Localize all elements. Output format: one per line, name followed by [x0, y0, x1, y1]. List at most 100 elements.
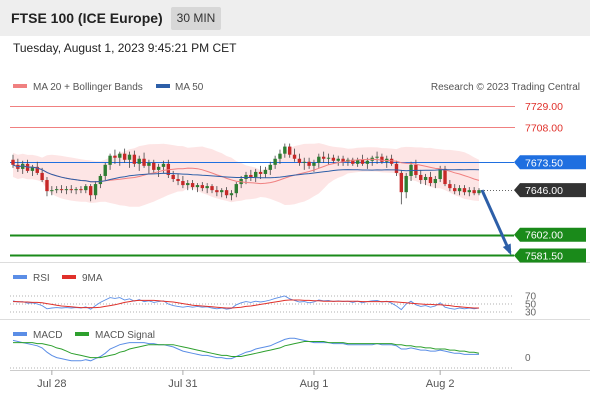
x-tick-label: Aug 2 — [426, 378, 455, 390]
level-tags: 7729.00 7708.00 7673.50 7646.00 7602.00 7581.… — [514, 101, 586, 263]
s2-tag-label: 7581.50 — [525, 250, 563, 262]
candle-body — [98, 175, 103, 185]
candle — [84, 184, 88, 194]
candle — [103, 162, 107, 181]
s1-tag-label: 7602.00 — [525, 230, 563, 242]
candle-body — [258, 171, 263, 174]
candle — [360, 154, 365, 166]
candle — [457, 185, 462, 196]
candle — [394, 160, 399, 176]
candle-body — [433, 179, 438, 184]
candle-body — [278, 153, 282, 159]
candle-body — [297, 158, 302, 163]
candle — [122, 148, 127, 163]
candle-body — [321, 156, 326, 159]
candle — [317, 153, 321, 168]
macd-signal-legend-label: MACD Signal — [95, 330, 155, 341]
ma20-legend-label: MA 20 + Bollinger Bands — [33, 82, 143, 93]
candle — [54, 186, 59, 194]
timeframe-badge[interactable]: 30 MIN — [171, 7, 221, 30]
candle-body — [50, 190, 54, 192]
s1-level-tag: 7602.00 — [514, 227, 586, 242]
candle-body — [69, 189, 73, 191]
candle — [11, 154, 15, 168]
candle-body — [341, 158, 345, 162]
ma50-swatch — [156, 84, 170, 88]
candle-body — [186, 183, 190, 186]
candle-body — [161, 163, 166, 167]
candle-body — [438, 168, 442, 180]
r1-level-label: 7708.00 — [525, 122, 563, 134]
candle — [152, 159, 156, 173]
candle-body — [190, 183, 195, 188]
candle-body — [210, 186, 214, 191]
candle — [176, 173, 180, 186]
ma20-swatch — [13, 84, 27, 88]
candle — [171, 170, 175, 183]
candle — [414, 159, 418, 178]
candle-body — [156, 166, 161, 170]
candle — [59, 185, 64, 194]
chart-header: FTSE 100 (ICE Europe) 30 MIN — [0, 0, 590, 36]
candle — [302, 157, 306, 170]
last-level-tag: 7646.00 — [514, 183, 586, 198]
pivot-tag-shape — [514, 155, 586, 170]
candle — [351, 157, 355, 166]
projection-arrow-shaft — [480, 189, 512, 254]
candle-body — [457, 188, 462, 192]
candle — [278, 149, 282, 164]
candle-body — [103, 164, 107, 176]
candle — [118, 151, 122, 166]
price-levels — [10, 106, 515, 257]
candle — [419, 169, 423, 185]
candle-body — [360, 159, 365, 164]
candle — [21, 160, 25, 174]
projection-arrow-head — [502, 243, 512, 256]
candle-body — [137, 158, 141, 164]
candle-body — [171, 174, 175, 180]
candle-body — [64, 189, 69, 191]
candle-body — [244, 174, 248, 180]
candle — [283, 143, 287, 158]
rsi-line — [12, 295, 480, 311]
candle — [273, 155, 277, 169]
candle-body — [108, 155, 112, 165]
candle — [142, 152, 146, 168]
candle-body — [389, 158, 394, 164]
candle — [254, 168, 258, 183]
candle-body — [88, 186, 93, 196]
candle-body — [375, 156, 379, 158]
candle-body — [317, 156, 321, 163]
candle-body — [268, 164, 272, 170]
candle-body — [302, 161, 306, 163]
candle-body — [263, 169, 268, 174]
candle — [229, 190, 234, 201]
candle — [443, 165, 447, 187]
rsi-level-label: 30 — [525, 308, 537, 319]
candle — [341, 155, 345, 166]
candle — [297, 153, 302, 166]
candle-body — [453, 188, 457, 192]
candle-body — [336, 158, 340, 161]
candle — [186, 180, 190, 191]
price-legend: MA 20 + Bollinger Bands MA 50 Research ©… — [13, 82, 580, 93]
candle — [195, 183, 200, 193]
rsi-legend-label: RSI — [33, 273, 50, 284]
macd-panel: 0 — [10, 337, 531, 369]
candle-body — [326, 157, 331, 159]
candle — [88, 184, 93, 202]
candle — [108, 153, 112, 170]
candle — [79, 186, 83, 194]
candle — [321, 151, 326, 163]
rsi-ma-line — [13, 299, 479, 309]
rsi-ma-legend-label: 9MA — [82, 273, 103, 284]
candle — [220, 188, 224, 198]
candle-body — [307, 161, 311, 166]
candle — [404, 172, 408, 199]
candle-body — [287, 146, 292, 155]
candle — [433, 175, 438, 189]
candle — [263, 166, 268, 178]
candle-body — [147, 162, 151, 166]
candle — [210, 184, 214, 194]
candle-body — [127, 154, 132, 160]
